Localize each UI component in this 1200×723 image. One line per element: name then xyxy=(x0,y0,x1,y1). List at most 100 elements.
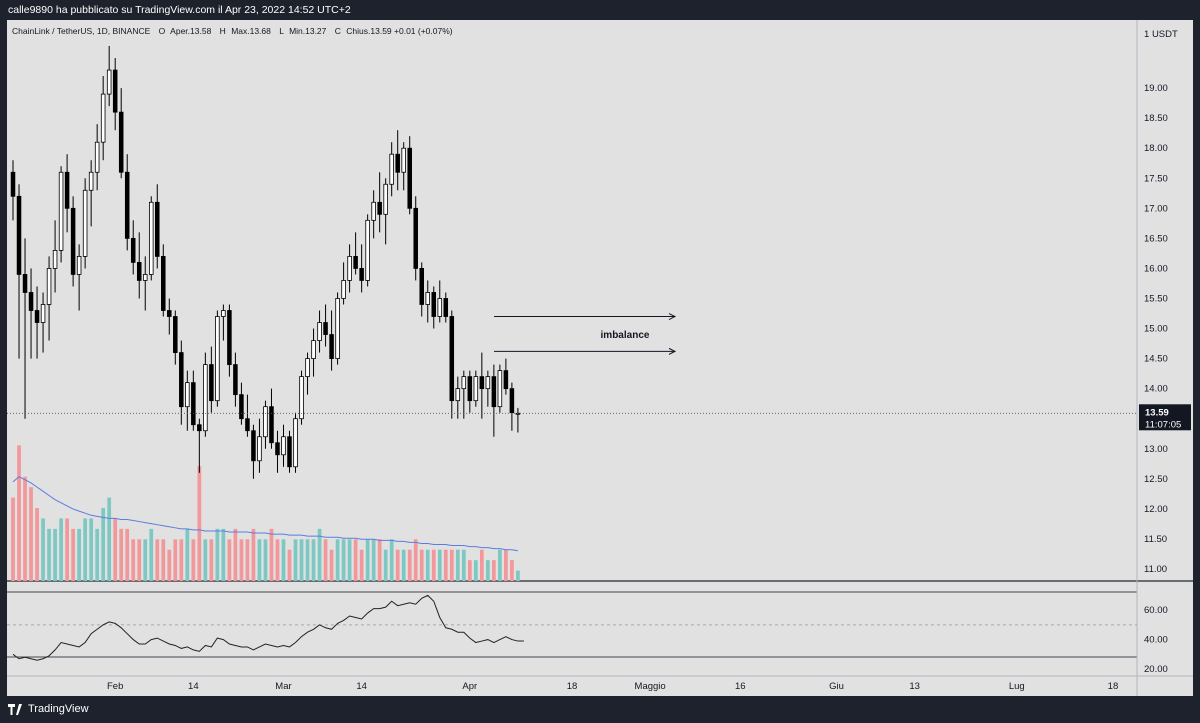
price-tick-label: 19.00 xyxy=(1144,83,1168,94)
volume-bar xyxy=(101,508,106,581)
imbalance-arrowhead-lower xyxy=(668,347,677,355)
legend-symbol: ChainLink / TetherUS, 1D, BINANCE xyxy=(12,26,151,36)
candle-body xyxy=(275,442,280,456)
candle-body xyxy=(287,436,292,468)
volume-bar xyxy=(395,549,400,581)
price-tick-label: 18.50 xyxy=(1144,113,1168,124)
candle-body xyxy=(299,376,304,420)
candle-body xyxy=(142,274,148,281)
candle-body xyxy=(419,268,424,305)
candle-body xyxy=(10,171,16,197)
volume-bar xyxy=(17,445,21,581)
volume-bar xyxy=(371,539,376,581)
volume-bar xyxy=(510,560,514,581)
last-price-value: 13.59 xyxy=(1145,407,1169,418)
candle-body xyxy=(449,316,455,402)
candle-body xyxy=(245,418,250,432)
chart-svg[interactable]: imbalance ChainLink / TetherUS, 1D, BINA… xyxy=(7,20,1193,696)
candle-body xyxy=(28,292,34,311)
countdown-value: 11:07:05 xyxy=(1145,419,1181,430)
last-price-badge: 13.59 11:07:05 xyxy=(1139,404,1191,431)
candle-body xyxy=(401,147,406,173)
legend-low-key: L xyxy=(279,26,284,36)
candle-body xyxy=(467,376,473,402)
volume-bar xyxy=(65,518,69,581)
imbalance-arrowhead-upper xyxy=(668,313,677,320)
candle-body xyxy=(365,219,370,281)
time-axis[interactable]: Feb 14 Mar 14 Apr 18 Maggio 16 Giu 13 Lug 18 xyxy=(107,681,1118,692)
candle-body xyxy=(40,304,46,323)
candle-body xyxy=(341,280,346,299)
volume-bar xyxy=(329,549,334,581)
price-tick-label: 14.00 xyxy=(1144,384,1168,395)
volume-bar xyxy=(299,539,304,581)
tradingview-logo-icon xyxy=(8,704,22,715)
footer-bar: TradingView xyxy=(0,696,1200,723)
rsi-tick-label: 60.00 xyxy=(1144,605,1168,616)
chart-area[interactable]: imbalance ChainLink / TetherUS, 1D, BINA… xyxy=(7,20,1193,696)
volume-bar xyxy=(251,528,256,581)
volume-bar xyxy=(341,539,346,581)
volume-bar xyxy=(281,539,286,581)
candle-body xyxy=(179,352,184,408)
price-axis[interactable]: 11.0011.5012.0012.5013.0013.5014.0014.50… xyxy=(1144,83,1168,575)
candle-body xyxy=(34,310,40,323)
volume-bar xyxy=(257,539,262,581)
volume-bar xyxy=(293,539,298,581)
legend-high: Max.13.68 xyxy=(231,26,271,36)
volume-bar xyxy=(449,549,454,581)
volume-bar xyxy=(383,549,388,581)
publish-caption: calle9890 ha pubblicato su TradingView.c… xyxy=(8,4,351,16)
candle-body xyxy=(130,237,136,263)
volume-bar xyxy=(47,528,51,581)
candle-body xyxy=(353,255,358,269)
imbalance-drawing[interactable]: imbalance xyxy=(494,313,677,355)
price-tick-label: 16.50 xyxy=(1144,233,1168,244)
candle-body xyxy=(395,153,400,173)
price-pane[interactable] xyxy=(7,20,1137,581)
volume-bar xyxy=(455,549,460,581)
candle-body xyxy=(100,93,106,143)
volume-bar xyxy=(233,528,238,581)
volume-bar xyxy=(167,549,172,581)
candle-body xyxy=(173,316,178,353)
volume-bar xyxy=(353,539,358,581)
candle-body xyxy=(479,376,485,390)
time-tick-label: 14 xyxy=(188,681,199,692)
volume-bar xyxy=(59,518,63,581)
rsi-axis[interactable]: 20.00 40.00 60.00 xyxy=(1144,605,1168,675)
volume-bar xyxy=(443,549,448,581)
price-tick-label: 13.00 xyxy=(1144,444,1168,455)
time-tick-label: 18 xyxy=(567,681,578,692)
candle-body xyxy=(191,382,196,426)
candle-body xyxy=(106,69,112,95)
volume-bar xyxy=(317,528,322,581)
volume-bar xyxy=(245,539,250,581)
price-tick-label: 11.00 xyxy=(1144,564,1167,575)
volume-bar xyxy=(269,528,274,581)
volume-bar xyxy=(335,539,340,581)
time-tick-label: Giu xyxy=(829,681,844,692)
legend-open: Aper.13.58 xyxy=(170,26,211,36)
candle-body xyxy=(269,406,274,444)
candle-body xyxy=(371,201,376,221)
price-tick-label: 17.50 xyxy=(1144,173,1168,184)
candle-body xyxy=(233,364,238,396)
candle-body xyxy=(335,298,340,359)
candle-body xyxy=(485,376,491,390)
price-tick-label: 11.50 xyxy=(1144,534,1167,545)
candle-body xyxy=(155,201,160,257)
candle-body xyxy=(221,310,226,317)
volume-ma-line xyxy=(12,476,518,552)
candle-body xyxy=(509,388,515,414)
volume-bar xyxy=(461,549,466,581)
candle-body xyxy=(443,298,449,317)
legend-high-key: H xyxy=(220,26,226,36)
volume-bar xyxy=(227,539,232,581)
volume-bar xyxy=(305,539,310,581)
time-tick-label: Lug xyxy=(1009,681,1025,692)
candle-body xyxy=(323,322,328,335)
candle-body xyxy=(16,195,22,275)
candle-body xyxy=(203,364,208,432)
volume-bar xyxy=(95,528,100,581)
